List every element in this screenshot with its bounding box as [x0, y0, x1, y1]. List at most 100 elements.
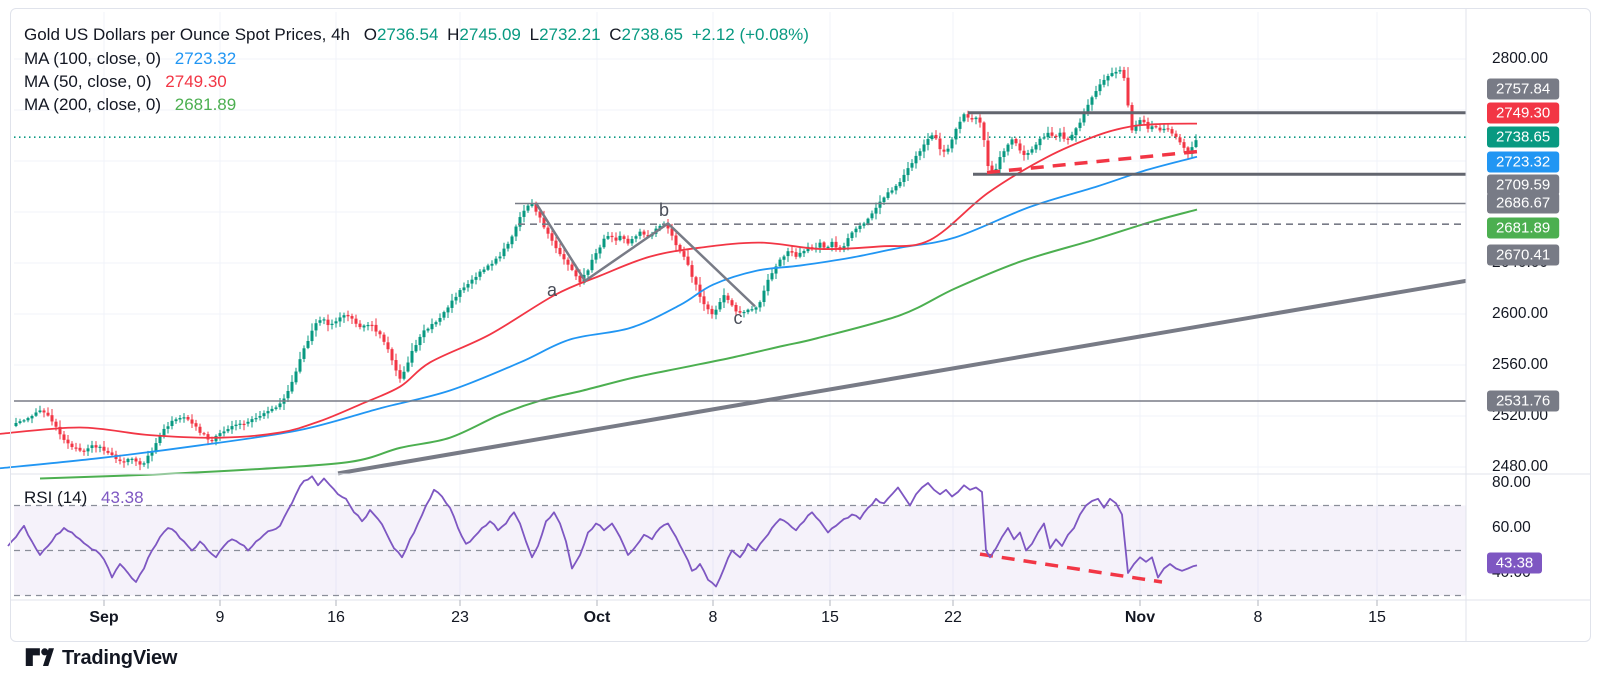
ma200-line	[39, 208, 1198, 480]
rsi-label: RSI (14)	[24, 488, 88, 507]
candle-body	[1050, 132, 1054, 136]
candle-body	[854, 228, 858, 233]
candle-body	[186, 417, 190, 420]
candle-body	[534, 204, 538, 212]
candle-body	[310, 330, 314, 342]
candle-body	[82, 450, 86, 452]
ma50-legend-row[interactable]: MA (50, close, 0) 2749.30	[24, 71, 227, 93]
candle-body	[218, 433, 222, 437]
candle-body	[614, 237, 618, 241]
candle-body	[190, 419, 194, 424]
price-divergence-dashed-line[interactable]	[986, 149, 1206, 175]
candle-body	[1042, 137, 1046, 139]
candle-body	[482, 269, 486, 273]
tradingview-attribution[interactable]: TradingView	[24, 646, 177, 670]
moving-averages-layer	[0, 122, 1198, 480]
candle-body	[1030, 149, 1034, 153]
candle-body	[378, 331, 382, 335]
candle-body	[1102, 79, 1106, 85]
candle-body	[326, 319, 330, 326]
candle-body	[322, 319, 326, 321]
candle-body	[658, 225, 662, 229]
candle-body	[410, 350, 414, 363]
candle-body	[578, 275, 582, 283]
candle-body	[574, 270, 578, 277]
candle-body	[706, 304, 710, 310]
candle-body	[1130, 105, 1134, 131]
candle-body	[958, 121, 962, 129]
candle-body	[1150, 126, 1154, 130]
candle-body	[134, 458, 138, 462]
candle-body	[758, 302, 762, 308]
time-axis[interactable]: Sep 9 16 23 Oct 8 15 22 Nov 8 15	[89, 600, 1386, 626]
candle-body	[494, 258, 498, 264]
candle-body	[74, 447, 78, 449]
candle-body	[898, 182, 902, 187]
candle-body	[1086, 104, 1090, 114]
candle-body	[962, 114, 966, 122]
axis-badge-value: 2531.76	[1496, 392, 1550, 409]
trendline-layer	[337, 278, 1467, 476]
candle-body	[362, 325, 366, 328]
candle-body	[1070, 134, 1074, 140]
rsi-legend-row[interactable]: RSI (14) 43.38	[24, 487, 144, 509]
candle-body	[262, 413, 266, 417]
wave-label-a: a	[547, 280, 558, 300]
ma50-label: MA (50, close, 0)	[24, 72, 152, 91]
candle-body	[694, 277, 698, 285]
abc-zigzag-line[interactable]	[534, 202, 756, 308]
ma100-legend-row[interactable]: MA (100, close, 0) 2723.32	[24, 48, 236, 70]
candle-body	[450, 300, 454, 308]
candle-body	[358, 323, 362, 328]
rsi-value: 43.38	[101, 488, 144, 507]
candle-body	[670, 228, 674, 236]
open-value: 2736.54	[376, 25, 439, 44]
ma200-legend-row[interactable]: MA (200, close, 0) 2681.89	[24, 94, 236, 116]
candle-body	[1114, 71, 1118, 74]
candle-body	[866, 218, 870, 224]
axis-price-label: 80.00	[1492, 474, 1531, 491]
candle-body	[130, 458, 134, 460]
candle-body	[402, 371, 406, 379]
axis-price-label: 60.00	[1492, 519, 1531, 536]
candle-body	[746, 309, 750, 313]
candle-body	[54, 421, 58, 427]
candle-body	[1014, 138, 1018, 144]
axis-price-badge	[1487, 192, 1560, 214]
candle-body	[474, 276, 478, 280]
candle-body	[98, 446, 102, 448]
candle-body	[870, 213, 874, 219]
candle-body	[1090, 97, 1094, 105]
symbol-title: Gold US Dollars per Ounce Spot Prices, 4…	[24, 25, 350, 44]
symbol-legend-row[interactable]: Gold US Dollars per Ounce Spot Prices, 4…	[24, 24, 809, 46]
candle-body	[558, 247, 562, 255]
axis-price-badge	[1487, 244, 1560, 266]
candle-body	[722, 295, 726, 303]
candle-body	[182, 417, 186, 419]
candle-body	[618, 235, 622, 241]
candle-body	[750, 309, 754, 311]
axis-badge-value: 43.38	[1496, 554, 1534, 571]
candle-body	[178, 418, 182, 420]
candle-body	[150, 452, 154, 456]
axis-price-badge	[1487, 78, 1560, 100]
candle-body	[822, 242, 826, 248]
price-axis[interactable]: 2800.002640.002600.002560.002520.002480.…	[1487, 50, 1560, 581]
candle-body	[710, 308, 714, 315]
candle-body	[1038, 138, 1042, 146]
candle-body	[154, 443, 158, 453]
candle-body	[990, 165, 994, 172]
candle-body	[690, 265, 694, 277]
candle-body	[830, 241, 834, 248]
candle-body	[226, 429, 230, 432]
ma50-line	[0, 122, 1198, 439]
candle-body	[918, 151, 922, 156]
ascending-trendline[interactable]	[337, 278, 1467, 476]
candle-body	[666, 224, 670, 229]
candle-body	[138, 461, 142, 465]
rsi-pane[interactable]	[14, 504, 1466, 597]
candle-body	[742, 311, 746, 314]
rsi-divergence-dashed-line[interactable]	[979, 552, 1163, 584]
candle-body	[118, 459, 122, 462]
